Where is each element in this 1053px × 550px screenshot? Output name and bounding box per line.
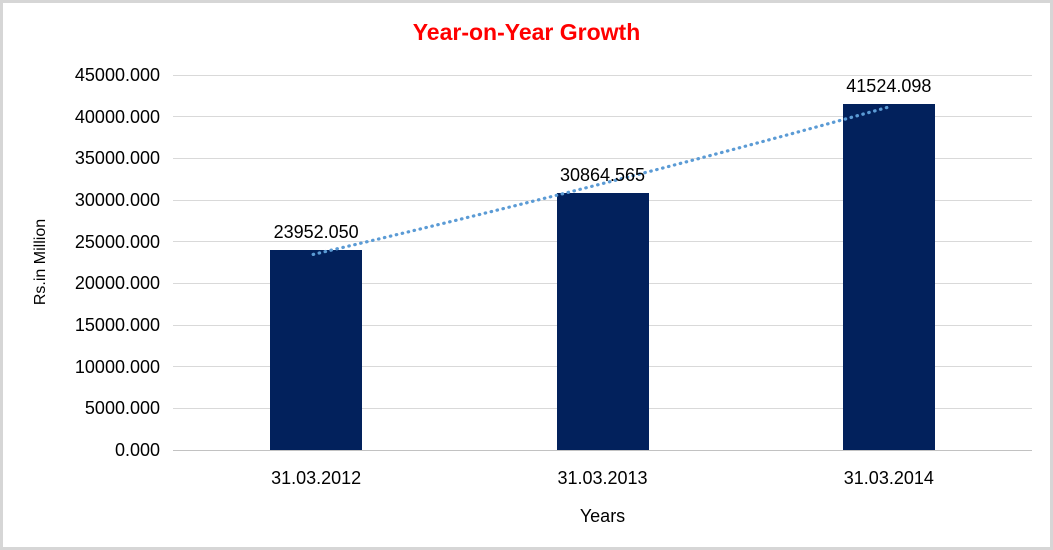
x-axis-title: Years [579,506,626,526]
bar-31.03.2014 [842,103,935,450]
gridline [173,449,1032,451]
bar-value-label: 41524.098 [846,75,932,96]
y-tick-label: 35000.000 [74,148,160,169]
bar-31.03.2013 [556,192,649,450]
bar-value-label: 23952.050 [273,222,359,243]
gridline [173,74,1032,76]
x-tick-label: 31.03.2012 [271,468,362,488]
x-tick-label: 31.03.2013 [557,468,648,488]
y-tick-label: 0.000 [114,440,160,460]
y-tick-label: 5000.000 [84,398,160,419]
bar-31.03.2012 [270,250,363,450]
y-tick-label: 20000.000 [74,273,160,294]
y-tick-label: 10000.000 [74,356,160,377]
y-tick-label: 15000.000 [74,315,160,335]
y-tick-label: 45000.000 [74,65,160,85]
y-tick-label: 25000.000 [74,231,160,252]
y-tick-label: 40000.000 [74,106,160,127]
chart-title: Year-on-Year Growth [412,19,641,45]
y-tick-label: 30000.000 [74,190,160,210]
bar-value-label: 30864.565 [559,164,646,185]
x-tick-label: 31.03.2014 [843,468,934,488]
